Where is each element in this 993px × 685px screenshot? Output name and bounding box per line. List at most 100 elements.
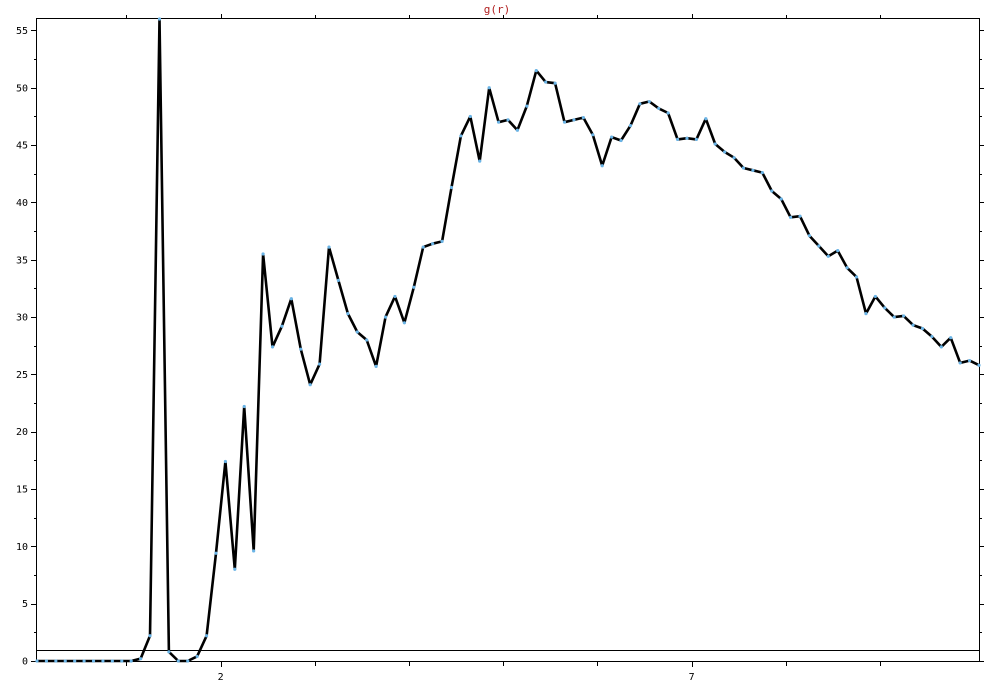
data-point bbox=[496, 120, 501, 124]
data-point bbox=[261, 252, 265, 256]
data-point bbox=[336, 278, 341, 282]
data-point bbox=[299, 347, 303, 351]
data-point bbox=[685, 136, 689, 140]
data-point bbox=[167, 650, 171, 654]
data-point bbox=[204, 634, 209, 638]
data-point bbox=[600, 164, 604, 168]
data-point bbox=[562, 120, 567, 124]
data-point bbox=[402, 321, 406, 325]
data-point bbox=[930, 334, 934, 339]
data-point bbox=[148, 634, 152, 638]
data-point bbox=[280, 324, 284, 328]
data-point bbox=[534, 68, 538, 73]
y-tick-label: 20 bbox=[16, 427, 28, 438]
data-point bbox=[214, 551, 218, 555]
data-point bbox=[252, 549, 256, 553]
data-point bbox=[836, 248, 840, 253]
data-point bbox=[525, 104, 529, 108]
data-point bbox=[949, 336, 953, 340]
data-point bbox=[704, 117, 708, 121]
data-point bbox=[911, 323, 915, 327]
data-point bbox=[770, 189, 774, 193]
plot-frame bbox=[36, 18, 980, 662]
data-point bbox=[807, 234, 812, 238]
data-point bbox=[478, 159, 482, 163]
data-point bbox=[54, 659, 58, 663]
data-point bbox=[318, 362, 322, 366]
data-point bbox=[572, 118, 576, 122]
series-layer bbox=[35, 17, 981, 663]
data-point bbox=[44, 659, 49, 663]
chart-title: g(r) bbox=[484, 3, 511, 16]
axis-ticks-layer: 0 5 10 15 20 25 30 35 40 45 50 55 2 7 bbox=[16, 14, 984, 683]
data-point bbox=[120, 659, 124, 663]
data-point bbox=[242, 404, 246, 409]
data-point bbox=[195, 654, 199, 659]
data-point bbox=[864, 312, 868, 316]
data-point bbox=[732, 156, 736, 160]
data-point bbox=[628, 124, 633, 128]
y-tick-label: 35 bbox=[16, 255, 28, 266]
x-tick-label: 7 bbox=[689, 672, 695, 683]
data-point bbox=[487, 86, 491, 90]
data-point bbox=[431, 242, 435, 246]
y-tick-label: 50 bbox=[16, 83, 28, 94]
data-point bbox=[591, 133, 595, 137]
data-point bbox=[374, 364, 378, 368]
data-point bbox=[355, 330, 359, 334]
y-tick-label: 15 bbox=[16, 485, 28, 496]
data-point bbox=[854, 275, 859, 279]
y-tick-label: 10 bbox=[16, 542, 28, 553]
data-point bbox=[383, 315, 388, 319]
data-point bbox=[967, 359, 972, 363]
data-point bbox=[157, 17, 162, 21]
y-tick-label: 55 bbox=[16, 26, 28, 37]
data-point bbox=[817, 244, 821, 248]
data-point bbox=[73, 659, 77, 663]
data-point bbox=[82, 659, 86, 663]
data-point bbox=[421, 245, 425, 249]
data-point bbox=[233, 567, 237, 571]
data-point bbox=[459, 134, 463, 138]
data-point bbox=[798, 214, 802, 218]
data-point bbox=[223, 459, 227, 464]
y-tick-label: 5 bbox=[22, 599, 28, 610]
data-point bbox=[610, 135, 614, 139]
data-point bbox=[440, 239, 444, 244]
data-point bbox=[920, 326, 925, 331]
data-point bbox=[186, 659, 190, 663]
data-point bbox=[327, 245, 331, 249]
data-point bbox=[694, 137, 699, 141]
data-point bbox=[91, 659, 96, 663]
y-tick-label: 30 bbox=[16, 313, 28, 324]
data-point bbox=[506, 118, 510, 122]
data-point bbox=[873, 294, 877, 299]
data-point bbox=[270, 345, 275, 349]
data-point bbox=[723, 150, 727, 154]
y-tick-label: 45 bbox=[16, 141, 28, 152]
data-point bbox=[553, 81, 557, 85]
data-point bbox=[35, 659, 39, 663]
data-point bbox=[892, 315, 896, 319]
data-point bbox=[675, 137, 680, 141]
data-point bbox=[666, 111, 670, 115]
y-tick-label: 25 bbox=[16, 370, 28, 381]
data-point bbox=[845, 266, 849, 270]
data-point bbox=[751, 168, 755, 172]
data-point bbox=[789, 215, 793, 219]
data-point bbox=[468, 114, 472, 119]
data-point bbox=[713, 142, 717, 146]
data-point bbox=[393, 294, 397, 299]
data-point bbox=[63, 659, 67, 663]
data-point bbox=[619, 138, 623, 143]
data-point bbox=[826, 254, 830, 258]
data-point bbox=[449, 185, 454, 190]
data-point bbox=[977, 363, 981, 367]
data-point bbox=[939, 345, 943, 349]
data-point bbox=[581, 115, 585, 120]
y-tick-label: 0 bbox=[22, 657, 28, 668]
data-point bbox=[883, 306, 887, 310]
data-point bbox=[139, 657, 143, 661]
